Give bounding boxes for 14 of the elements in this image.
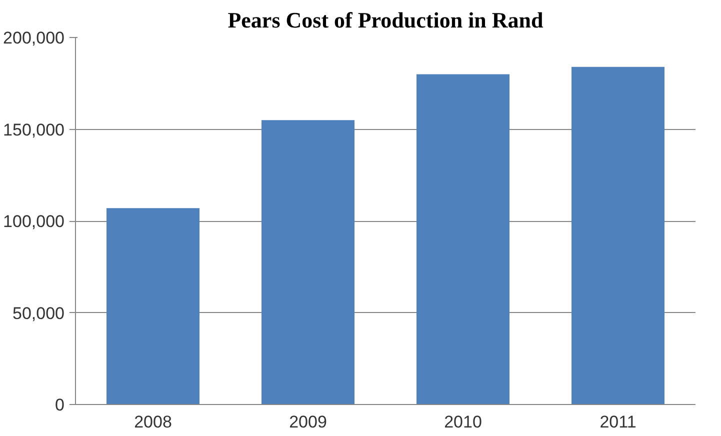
bar	[572, 66, 664, 404]
y-tick-label: 100,000	[3, 212, 64, 231]
y-tick-label: 150,000	[3, 120, 64, 140]
x-tick-label: 2011	[600, 412, 636, 432]
x-tick-label: 2009	[289, 412, 327, 432]
x-tick-label: 2010	[444, 412, 482, 432]
x-tick-label: 2008	[134, 412, 172, 432]
bar	[262, 120, 354, 404]
y-tick-label: 200,000	[3, 28, 64, 48]
bar	[416, 74, 510, 404]
bar	[106, 208, 200, 404]
y-tick-label: 0	[55, 396, 65, 414]
y-tick-label: 50,000	[12, 304, 65, 323]
chart-title: Pears Cost of Production in Rand	[228, 8, 544, 32]
